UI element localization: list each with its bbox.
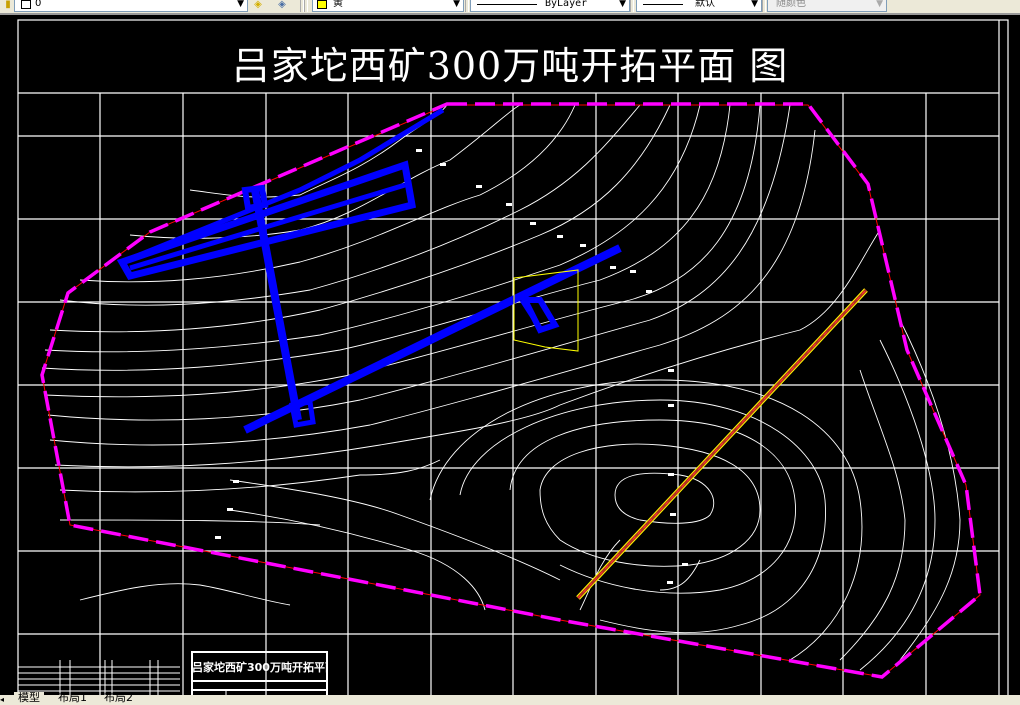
title-block-text: 吕家坨西矿300万吨开拓平面 图 bbox=[192, 661, 328, 674]
chevron-down-icon[interactable]: ▼ bbox=[751, 0, 758, 9]
drawing-graphics bbox=[17, 19, 1009, 695]
drawing-canvas[interactable]: 吕家坨西矿300万吨开拓平面 图 吕家坨西矿300万吨开拓平面 图 bbox=[0, 15, 1020, 695]
plotstyle-combo: 随颜色 ▼ bbox=[767, 0, 887, 12]
drawing-frame bbox=[17, 19, 1009, 695]
tab-layout1[interactable]: 布局1 bbox=[58, 691, 87, 704]
layer-color-swatch bbox=[21, 0, 31, 9]
toolbar-separator bbox=[304, 0, 308, 12]
toolbar-separator bbox=[630, 0, 634, 12]
tab-model[interactable]: 模型 bbox=[14, 692, 44, 704]
toolbar-separator bbox=[762, 0, 766, 12]
layer-combo[interactable]: 0 ▼ bbox=[14, 0, 248, 12]
layout-tabs-bar: ◂ 模型 布局1 布局2 bbox=[0, 691, 1020, 705]
lineweight-combo-value: 默认 bbox=[695, 0, 715, 9]
chevron-down-icon[interactable]: ▼ bbox=[237, 0, 244, 9]
layer-previous-icon[interactable]: ◈ bbox=[278, 0, 286, 10]
tab-layout2[interactable]: 布局2 bbox=[104, 691, 133, 704]
contour-labels bbox=[215, 149, 688, 584]
layer-combo-value: 0 bbox=[35, 0, 42, 9]
lineweight-preview bbox=[643, 4, 683, 5]
toolbar-separator bbox=[300, 0, 304, 12]
properties-toolbar: ▮ 0 ▼ ◈ ◈ 黄 ▼ ByLayer ▼ 默认 ▼ 随颜色 ▼ bbox=[0, 0, 1020, 15]
lineweight-combo[interactable]: 默认 ▼ bbox=[636, 0, 762, 12]
chevron-down-icon: ▼ bbox=[876, 0, 883, 9]
chevron-down-icon[interactable]: ▼ bbox=[619, 0, 626, 9]
linetype-combo[interactable]: ByLayer ▼ bbox=[470, 0, 630, 12]
coordinate-grid bbox=[18, 92, 999, 695]
chevron-down-icon[interactable]: ▼ bbox=[453, 0, 460, 9]
mine-boundary bbox=[40, 102, 982, 679]
fault-line bbox=[576, 288, 868, 600]
plotstyle-combo-value: 随颜色 bbox=[776, 0, 806, 9]
legend-table bbox=[18, 660, 180, 695]
roadway-system bbox=[116, 107, 622, 434]
linetype-preview bbox=[477, 4, 537, 5]
color-swatch bbox=[317, 0, 327, 9]
color-combo[interactable]: 黄 ▼ bbox=[312, 0, 464, 12]
tab-scroll-icon[interactable]: ◂ bbox=[0, 695, 5, 704]
selection-box bbox=[513, 269, 579, 352]
make-object-layer-current-icon[interactable]: ◈ bbox=[254, 0, 262, 10]
toolbar-separator bbox=[465, 0, 469, 12]
layer-state-icon[interactable]: ▮ bbox=[5, 0, 11, 10]
color-combo-value: 黄 bbox=[333, 0, 343, 9]
linetype-combo-value: ByLayer bbox=[545, 0, 588, 9]
drawing-title: 吕家坨西矿300万吨开拓平面 图 bbox=[231, 44, 789, 88]
title-block bbox=[191, 651, 328, 695]
contour-lines bbox=[41, 104, 961, 671]
